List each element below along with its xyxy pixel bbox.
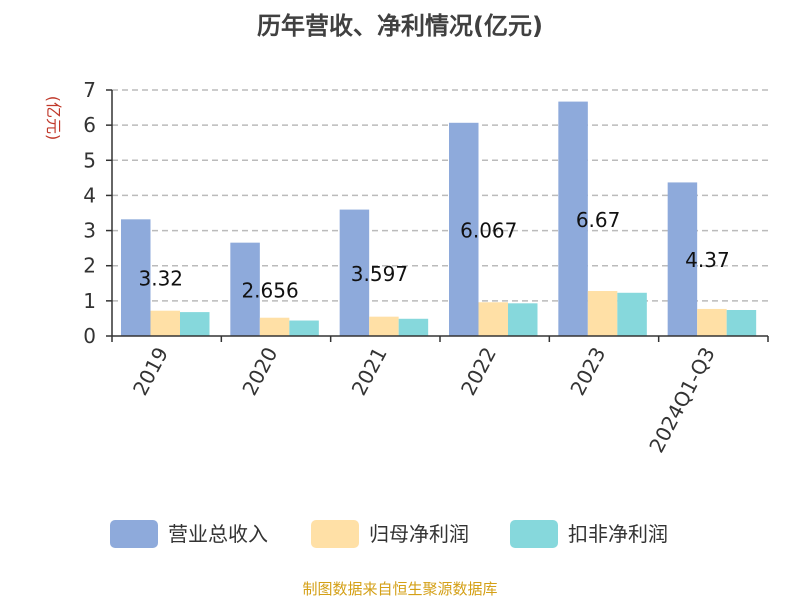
bar-revenue (667, 182, 698, 336)
bar-net-profit (478, 302, 508, 336)
legend-label: 扣非净利润 (568, 522, 668, 546)
x-tick-label: 2024Q1-Q3 (644, 343, 720, 456)
legend-swatch (510, 520, 558, 548)
y-tick-label: 6 (83, 113, 96, 137)
legend-swatch (110, 520, 158, 548)
bar-net-profit (697, 308, 727, 336)
y-tick-label: 1 (83, 289, 96, 313)
data-label: 4.37 (685, 248, 730, 272)
x-tick-label: 2023 (565, 343, 610, 399)
bar-deducted-profit (726, 309, 757, 336)
data-labels: 3.32 2.656 3.597 6.067 6.67 4.37 (138, 208, 729, 303)
chart-title: 历年营收、净利情况(亿元) (257, 12, 543, 40)
bar-revenue (558, 101, 588, 337)
y-tick-label: 4 (83, 183, 96, 207)
legend-swatch (311, 520, 359, 548)
bar-revenue (339, 209, 370, 336)
y-tick-label: 3 (83, 219, 96, 243)
y-tick-label: 5 (83, 148, 96, 172)
data-label: 2.656 (241, 278, 298, 302)
bar-revenue (449, 122, 479, 336)
data-label: 3.597 (351, 262, 408, 286)
bar-revenue (230, 242, 260, 336)
data-label: 3.32 (138, 267, 183, 291)
legend: 营业总收入 归母净利润 扣非净利润 (110, 520, 668, 548)
y-tick-label: 0 (83, 324, 96, 348)
x-tick-label: 2020 (237, 343, 282, 399)
bar-deducted-profit (617, 292, 647, 336)
bar-net-profit (369, 316, 399, 336)
legend-label: 营业总收入 (168, 522, 268, 546)
bar-net-profit (150, 310, 180, 336)
axes: 0 1 2 3 4 5 6 7 2019 2020 2021 2022 2023 2024Q1-Q3 (83, 78, 769, 457)
x-tick-label: 2019 (128, 343, 173, 399)
y-axis-label: (亿元) (44, 96, 63, 141)
bar-deducted-profit (398, 318, 429, 336)
bars (121, 101, 757, 337)
y-tick-label: 2 (83, 254, 96, 278)
legend-label: 归母净利润 (369, 522, 469, 546)
data-label: 6.67 (576, 208, 621, 232)
data-label: 6.067 (460, 218, 517, 242)
bar-net-profit (587, 291, 618, 336)
bar-deducted-profit (289, 320, 319, 336)
bar-net-profit (259, 317, 290, 336)
x-tick-label: 2021 (347, 343, 392, 399)
bar-deducted-profit (180, 312, 210, 336)
source-footer: 制图数据来自恒生聚源数据库 (302, 580, 497, 598)
bar-deducted-profit (508, 303, 538, 336)
bar-revenue (121, 219, 151, 336)
y-tick-label: 7 (83, 78, 96, 102)
x-tick-label: 2022 (456, 343, 501, 399)
